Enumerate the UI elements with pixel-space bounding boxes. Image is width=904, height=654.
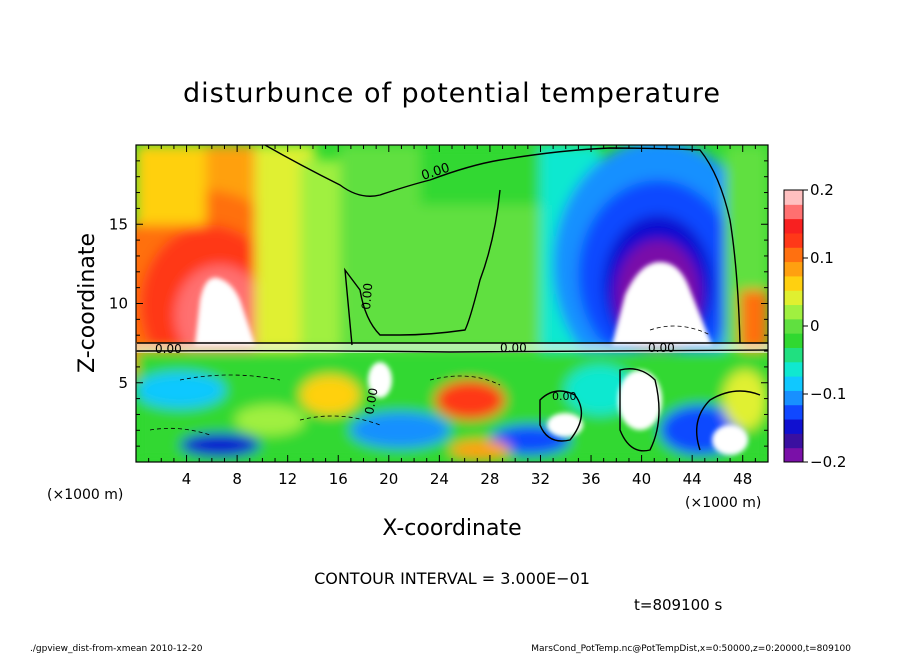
footer-right: MarsCond_PotTemp.nc@PotTempDist,x=0:5000… [531,644,851,654]
colorbar-cell [784,333,803,348]
colorbar-cell [784,261,803,277]
y-axis: 5 10 15 [109,160,768,447]
x-axis-label: X-coordinate [382,516,521,541]
contour-label: 0.00 [500,341,527,355]
colorbar-cell [784,232,803,248]
colorbar-cell [784,218,803,234]
colorbar-cell [784,361,803,377]
x-unit-right: (×1000 m) [685,495,761,511]
colorbar-tick-label: −0.2 [810,453,846,471]
colorbar-cell [784,275,803,291]
x-unit-left: (×1000 m) [47,487,123,503]
x-tick-label: 24 [430,470,449,488]
colorbar-ticks: 0.2 0.1 0 −0.1 −0.2 [803,181,846,471]
colorbar-tick-label: 0.2 [810,181,834,199]
contour-label: 0.00 [362,387,380,416]
colorbar-tick-label: 0 [810,317,820,335]
colorbar-cell [784,247,803,263]
x-tick-label: 48 [733,470,752,488]
contour-interval: CONTOUR INTERVAL = 3.000E−01 [314,569,590,588]
field-heatmap [136,145,768,462]
colorbar-cell [784,290,803,306]
y-tick-label: 15 [109,215,128,233]
colorbar-cell [784,404,803,420]
x-tick-label: 20 [379,470,398,488]
time-label: t=809100 s [634,596,722,614]
colorbar-cell [784,318,803,334]
contour-labels: 0.00 0.00 0.00 0.00 0.00 0.00 0.00 [155,161,675,416]
colorbar-cell [784,376,803,391]
x-tick-label: 8 [232,470,242,488]
colorbar-cell [784,204,803,220]
colorbar-tick-label: −0.1 [810,385,846,403]
colorbar: 0.2 0.1 0 −0.1 −0.2 [783,181,846,471]
x-tick-label: 4 [182,470,192,488]
colorbar-cell [784,390,803,406]
x-tick-label: 36 [581,470,600,488]
colorbar-tick-label: 0.1 [810,249,834,267]
x-axis: 4 8 12 16 20 24 28 32 36 40 44 48 [148,145,756,488]
colorbar-cell [784,447,803,463]
y-tick-label: 10 [109,295,128,313]
contour-label: 0.00 [648,341,675,355]
y-axis-label: Z-coordinate [75,233,100,373]
contour-label: 0.00 [155,342,182,356]
colorbar-cells [784,190,803,463]
x-tick-label: 44 [683,470,702,488]
contour-label: 0.00 [552,390,577,403]
x-tick-label: 16 [329,470,348,488]
chart-title: disturbunce of potential temperature [183,78,721,109]
colorbar-cell [784,190,803,205]
contour-label: 0.00 [359,282,375,310]
colorbar-cell [784,433,803,449]
footer-left: ./gpview_dist-from-xmean 2010-12-20 [30,644,203,654]
colorbar-cell [784,347,803,363]
colorbar-cell [784,419,803,434]
x-tick-label: 28 [480,470,499,488]
x-tick-label: 40 [632,470,651,488]
colorbar-cell [784,304,803,320]
x-tick-label: 12 [278,470,297,488]
x-tick-label: 32 [531,470,550,488]
y-tick-label: 5 [118,374,128,392]
